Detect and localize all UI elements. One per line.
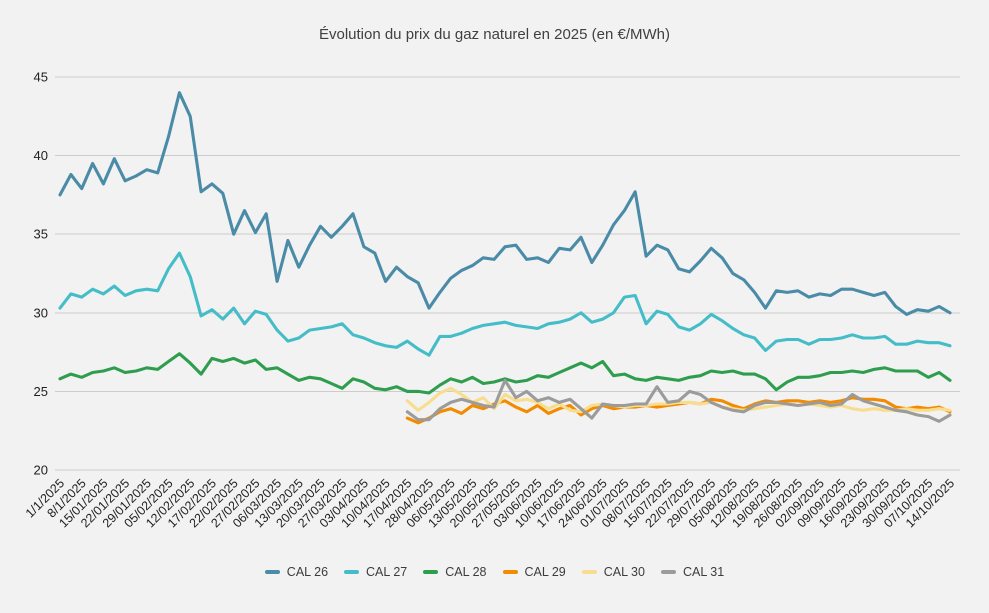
legend-swatch-icon (660, 569, 676, 575)
chart-title: Évolution du prix du gaz naturel en 2025… (318, 26, 671, 43)
legend-label: CAL 31 (682, 565, 725, 579)
y-tick-label: 35 (34, 227, 48, 242)
legend-swatch-icon (423, 569, 439, 575)
series-line-cal-31 (405, 378, 952, 423)
y-tick-label: 30 (34, 305, 48, 320)
legend-swatch-icon (581, 569, 597, 575)
legend-label: CAL 30 (603, 565, 645, 579)
series-line-cal-26 (58, 91, 952, 316)
y-tick-label: 45 (34, 70, 48, 85)
legend-label: CAL 28 (445, 565, 487, 579)
series-line-cal-28 (58, 352, 952, 395)
series-line-cal-30 (405, 386, 952, 414)
legend-item-cal-27: CAL 27 (344, 565, 407, 579)
y-tick-label: 40 (34, 148, 48, 163)
legend-item-cal-31: CAL 31 (660, 565, 725, 579)
series-line-cal-27 (58, 251, 952, 357)
legend-label: CAL 27 (366, 565, 408, 579)
legend-item-cal-26: CAL 26 (264, 565, 329, 579)
legend-item-cal-29: CAL 29 (502, 565, 566, 579)
legend-swatch-icon (344, 569, 360, 575)
y-tick-label: 25 (34, 384, 48, 399)
legend-label: CAL 29 (524, 565, 566, 579)
chart-legend: CAL 26 CAL 27 CAL 28 CAL 29 CAL 30 CAL 31 (0, 565, 989, 579)
legend-item-cal-28: CAL 28 (423, 565, 487, 579)
legend-swatch-icon (264, 569, 280, 575)
y-tick-label: 20 (34, 463, 48, 478)
legend-swatch-icon (502, 569, 518, 575)
legend-item-cal-30: CAL 30 (581, 565, 645, 579)
legend-label: CAL 26 (286, 565, 329, 579)
